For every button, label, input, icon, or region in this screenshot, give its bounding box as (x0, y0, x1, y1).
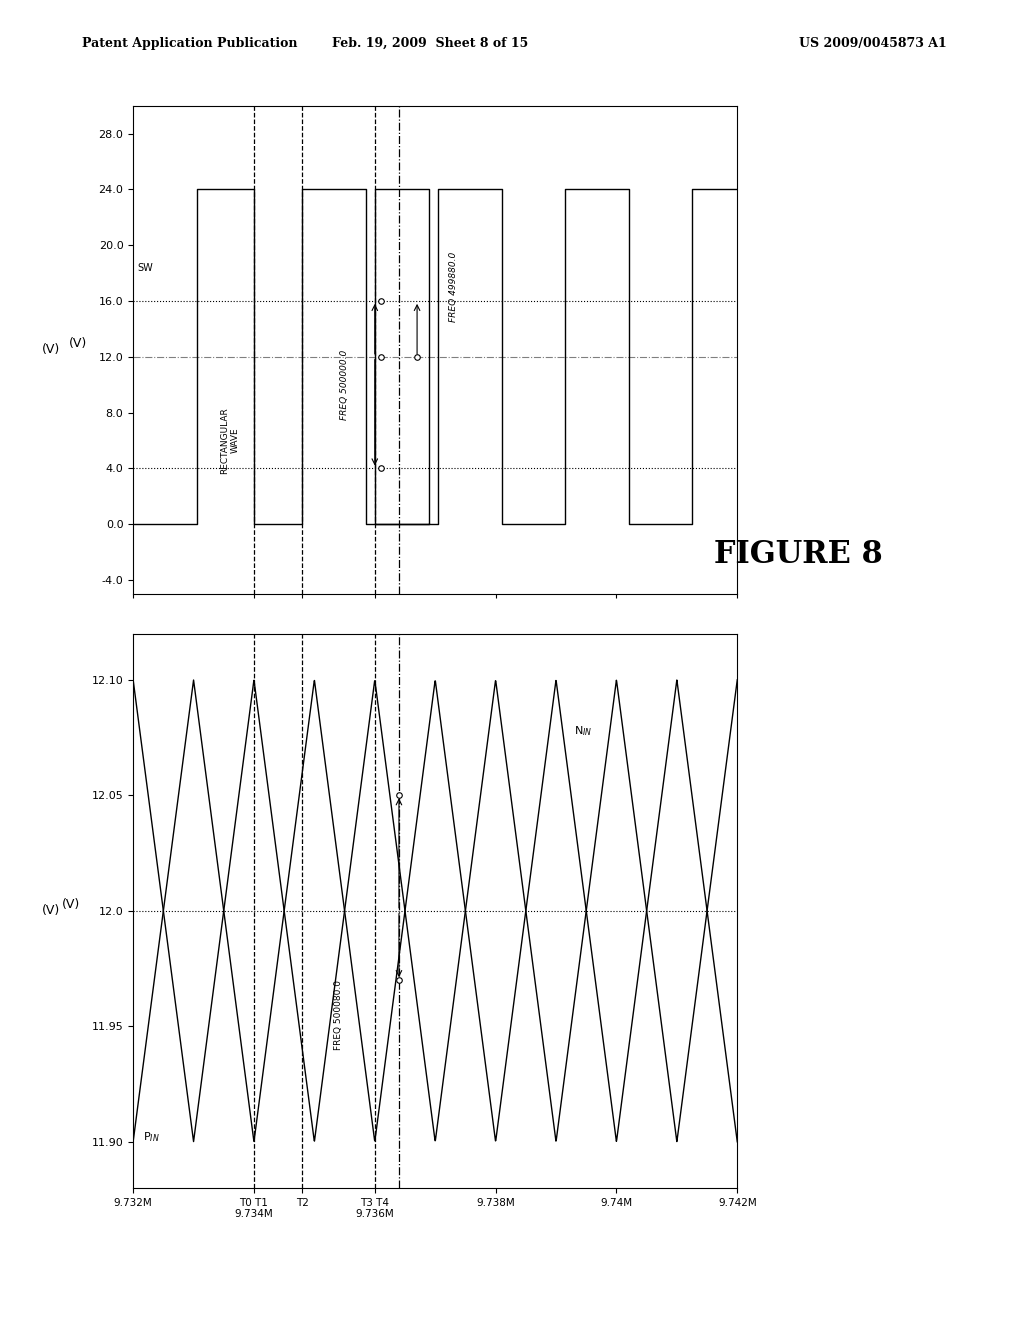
Text: FREQ 500000.0: FREQ 500000.0 (340, 350, 349, 420)
Text: US 2009/0045873 A1: US 2009/0045873 A1 (799, 37, 946, 50)
Text: (V): (V) (42, 904, 60, 917)
Text: Patent Application Publication: Patent Application Publication (82, 37, 297, 50)
Text: N$_{IN}$: N$_{IN}$ (574, 723, 593, 738)
Text: RECTANGULAR
WAVE: RECTANGULAR WAVE (220, 407, 240, 474)
Text: (V): (V) (42, 343, 60, 356)
Text: FREQ 499880.0: FREQ 499880.0 (449, 252, 458, 322)
Text: SW: SW (137, 263, 153, 273)
Text: FIGURE 8: FIGURE 8 (715, 539, 883, 570)
Text: FREQ 500080.0: FREQ 500080.0 (334, 979, 343, 1049)
Text: Feb. 19, 2009  Sheet 8 of 15: Feb. 19, 2009 Sheet 8 of 15 (332, 37, 528, 50)
Y-axis label: (V): (V) (69, 337, 87, 350)
Y-axis label: (V): (V) (61, 898, 80, 911)
Text: P$_{IN}$: P$_{IN}$ (143, 1130, 160, 1144)
